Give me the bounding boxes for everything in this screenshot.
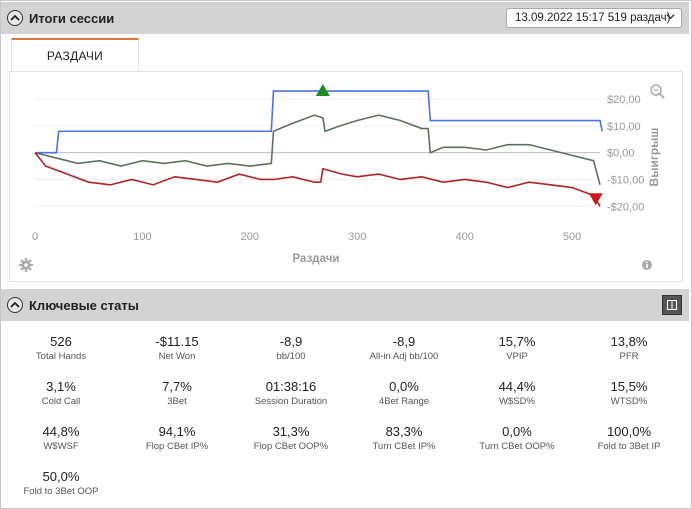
stat-item: 01:38:16 Session Duration [231, 379, 351, 407]
stat-label: Fold to 3Bet IP [597, 441, 661, 452]
stat-label: W$SD% [499, 396, 535, 407]
stat-item: 83,3% Turn CBet IP% [344, 424, 464, 452]
key-stats-header: Ключевые статы [1, 289, 689, 321]
series-line-0 [35, 90, 603, 154]
stat-value: 94,1% [158, 424, 196, 439]
info-icon[interactable] [642, 260, 652, 270]
grid-view-icon[interactable] [662, 295, 682, 315]
stat-value: 50,0% [42, 469, 80, 484]
stat-value: 83,3% [385, 424, 423, 439]
chart-markers [315, 84, 603, 206]
stat-item: 13,8% PFR [569, 334, 689, 362]
stat-item: 44,4% W$SD% [457, 379, 577, 407]
chart-x-label: Раздачи [293, 253, 340, 265]
stat-item: 15,5% WTSD% [569, 379, 689, 407]
stat-value: 13,8% [610, 334, 648, 349]
stat-label: Turn CBet OOP% [479, 441, 555, 452]
stat-item: -8,9 All-in Adj bb/100 [344, 334, 464, 362]
key-stats-title: Ключевые статы [29, 297, 139, 313]
y-tick-label: -$10,00 [607, 174, 644, 186]
chart-y-ticks: $20,00 $10,00 $0,00 -$10,00 -$20,00 [607, 94, 644, 213]
stat-item: 0,0% 4Bet Range [344, 379, 464, 407]
stat-item: 44,8% W$WSF [1, 424, 121, 452]
session-select[interactable]: 13.09.2022 15:17 519 раздач) [506, 8, 682, 28]
stat-value: 526 [50, 334, 72, 349]
stat-label: PFR [619, 351, 639, 362]
winnings-chart: 0 100 200 300 400 500 $20,00 $10,00 $0,00 -$10,0… [19, 84, 665, 272]
stat-label: 4Bet Range [378, 396, 430, 407]
stat-value: 3,1% [46, 379, 76, 394]
stat-label: W$WSF [43, 441, 79, 452]
stat-label: bb/100 [276, 351, 306, 362]
stat-value: 7,7% [162, 379, 192, 394]
stat-value: 100,0% [606, 424, 652, 439]
stat-value: 44,8% [42, 424, 80, 439]
max-marker [315, 84, 330, 97]
y-tick-label: $0,00 [607, 148, 635, 160]
stat-label: All-in Adj bb/100 [369, 351, 439, 362]
chart-panel: 0 100 200 300 400 500 $20,00 $10,00 $0,00 -$10,0… [9, 71, 683, 282]
chart-series [34, 90, 603, 207]
stat-value: 31,3% [272, 424, 310, 439]
stat-label: Session Duration [254, 396, 328, 407]
key-stats-grid: 526 Total Hands -$11.15 Net Won -8,9 bb/100 -8… [1, 321, 689, 507]
stat-label: 3Bet [167, 396, 187, 407]
stat-label: VPIP [506, 351, 528, 362]
stat-label: Net Won [158, 351, 196, 362]
stat-item: 31,3% Flop CBet OOP% [231, 424, 351, 452]
stat-item: 50,0% Fold to 3Bet OOP [1, 469, 121, 497]
gear-icon[interactable] [19, 258, 33, 272]
stat-item: 0,0% Turn CBet OOP% [457, 424, 577, 452]
stat-item: -$11.15 Net Won [117, 334, 237, 362]
stat-item: 3,1% Cold Call [1, 379, 121, 407]
tab-hands[interactable]: РАЗДАЧИ [11, 38, 139, 71]
collapse-icon[interactable] [7, 10, 23, 26]
session-title: Итоги сессии [29, 10, 115, 26]
series-line-1 [34, 114, 601, 186]
chart-x-ticks: 0 100 200 300 400 500 [32, 231, 581, 243]
stat-item: 15,7% VPIP [457, 334, 577, 362]
y-tick-label: $10,00 [607, 121, 641, 133]
stat-item: 7,7% 3Bet [117, 379, 237, 407]
series-line-2 [34, 152, 601, 207]
stat-item: -8,9 bb/100 [231, 334, 351, 362]
min-marker [588, 193, 603, 206]
stat-item: 526 Total Hands [1, 334, 121, 362]
stat-label: Cold Call [41, 396, 81, 407]
tab-bar: РАЗДАЧИ [9, 38, 683, 72]
stat-value: 15,7% [498, 334, 536, 349]
stat-value: 44,4% [498, 379, 536, 394]
session-select-value: 13.09.2022 15:17 519 раздач) [515, 12, 671, 24]
collapse-icon[interactable] [7, 297, 23, 313]
stat-value: -8,9 [392, 334, 416, 349]
zoom-icon[interactable] [650, 84, 665, 99]
x-tick-label: 0 [32, 231, 38, 243]
stat-label: Flop CBet IP% [145, 441, 209, 452]
stat-item: 100,0% Fold to 3Bet IP [569, 424, 689, 452]
stat-value: -8,9 [279, 334, 303, 349]
stat-label: Turn CBet IP% [372, 441, 436, 452]
y-tick-label: $20,00 [607, 94, 641, 106]
x-tick-label: 400 [455, 231, 473, 243]
stat-label: Total Hands [35, 351, 87, 362]
x-tick-label: 100 [133, 231, 151, 243]
stat-value: -$11.15 [155, 334, 199, 349]
y-tick-label: -$20,00 [607, 201, 644, 213]
x-tick-label: 300 [348, 231, 366, 243]
stat-label: WTSD% [610, 396, 648, 407]
chart-grid [35, 98, 600, 207]
chevron-down-icon [666, 12, 675, 24]
stat-label: Fold to 3Bet OOP [23, 486, 99, 497]
stat-value: 0,0% [502, 424, 532, 439]
stat-label: Flop CBet OOP% [253, 441, 329, 452]
stat-value: 01:38:16 [265, 379, 317, 394]
stat-value: 0,0% [389, 379, 419, 394]
stat-value: 15,5% [610, 379, 648, 394]
x-tick-label: 200 [241, 231, 259, 243]
stat-item: 94,1% Flop CBet IP% [117, 424, 237, 452]
x-tick-label: 500 [563, 231, 581, 243]
session-header: Итоги сессии 13.09.2022 15:17 519 раздач… [1, 2, 689, 34]
chart-y-label: Выигрыш [647, 128, 661, 187]
